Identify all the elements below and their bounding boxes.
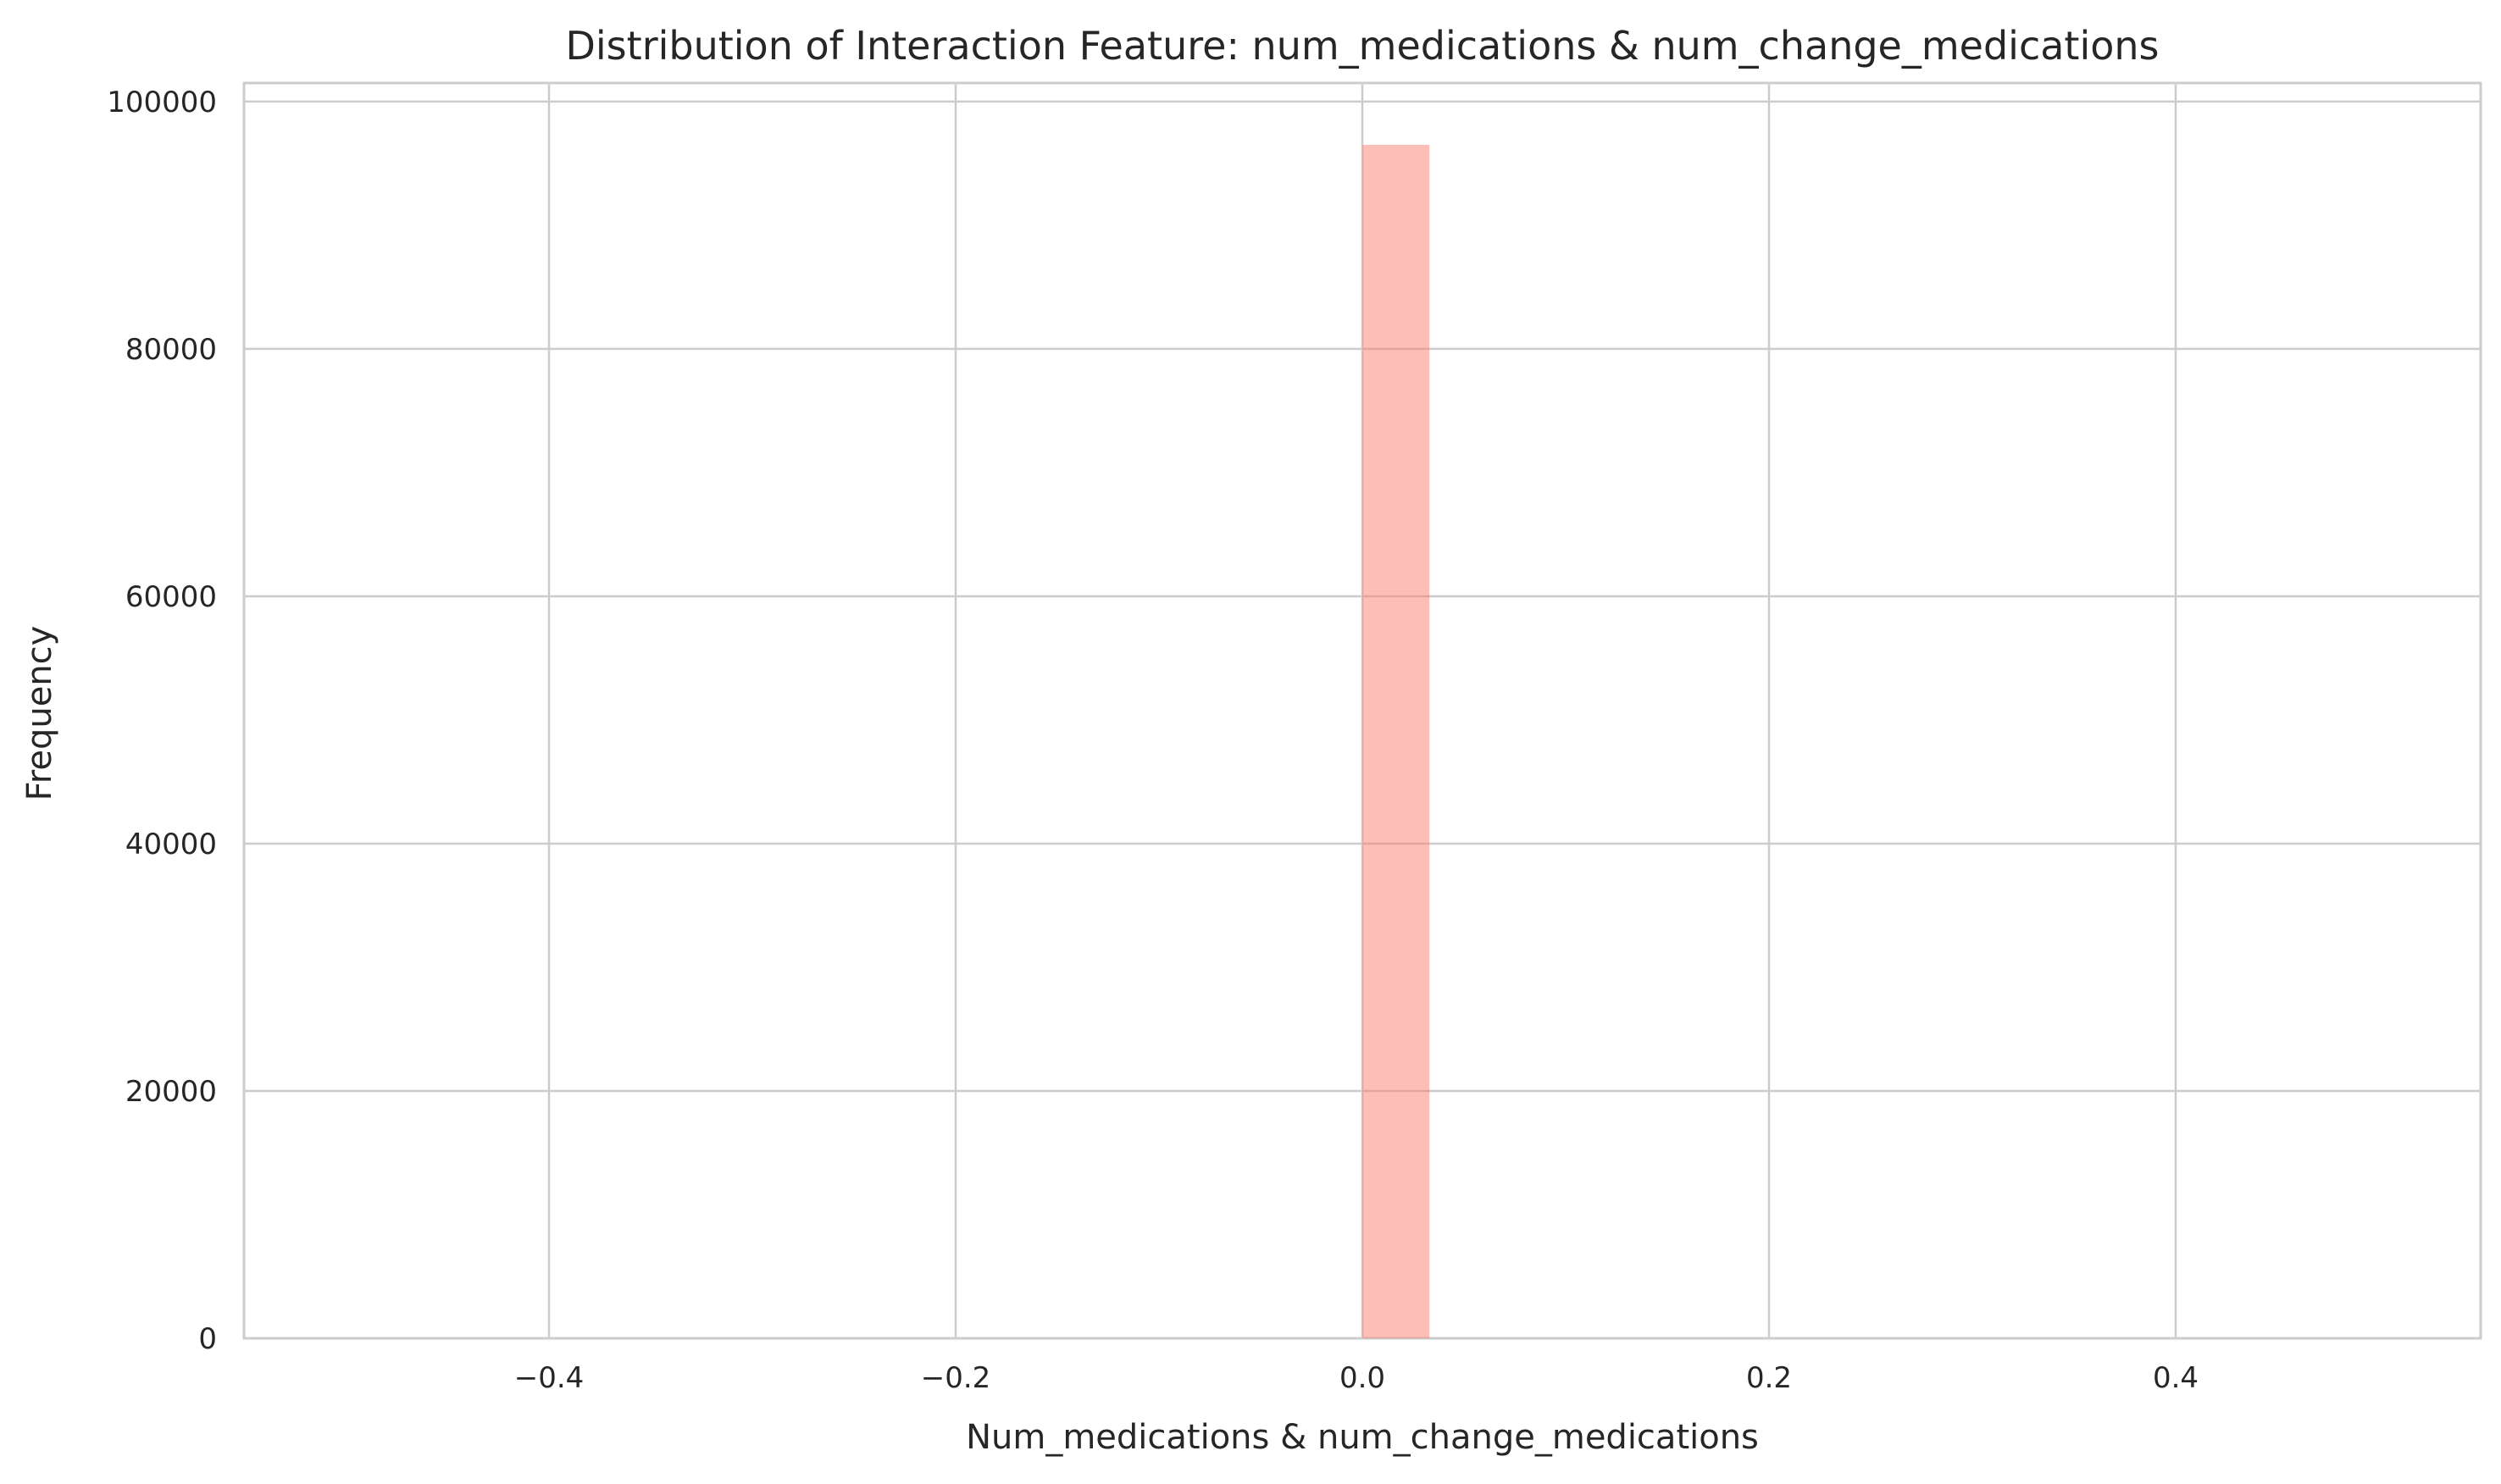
x-axis-ticks: −0.4 −0.2 0.0 0.2 0.4 <box>514 1361 2199 1395</box>
x-tick-label: −0.2 <box>921 1361 991 1395</box>
x-axis-label: Num_medications & num_change_medications <box>966 1418 1759 1457</box>
y-tick-label: 20000 <box>125 1075 217 1109</box>
x-tick-label: −0.4 <box>514 1361 585 1395</box>
y-tick-label: 80000 <box>125 333 217 367</box>
x-tick-label: 0.4 <box>2153 1361 2199 1395</box>
y-axis-ticks: 0 20000 40000 60000 80000 100000 <box>107 86 217 1356</box>
x-tick-label: 0.0 <box>1339 1361 1385 1395</box>
y-tick-label: 60000 <box>125 580 217 614</box>
y-axis-label: Frequency <box>20 626 59 801</box>
histogram-bar <box>1362 145 1430 1339</box>
y-tick-label: 40000 <box>125 828 217 861</box>
chart-title: Distribution of Interaction Feature: num… <box>565 23 2159 69</box>
y-tick-label: 100000 <box>107 86 217 119</box>
x-tick-label: 0.2 <box>1746 1361 1792 1395</box>
histogram-bars <box>1362 145 1430 1339</box>
y-tick-label: 0 <box>198 1322 217 1356</box>
